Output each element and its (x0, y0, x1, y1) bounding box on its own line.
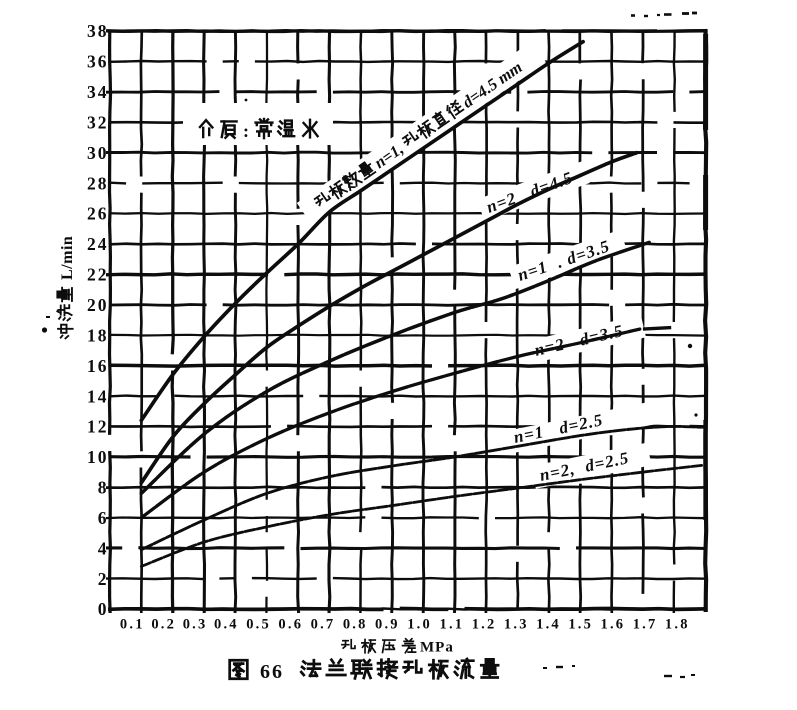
svg-text:26: 26 (87, 204, 109, 224)
svg-text:6: 6 (98, 508, 109, 528)
svg-text:1.2: 1.2 (472, 617, 497, 633)
svg-text:0.3: 0.3 (183, 617, 208, 633)
svg-text:0.7: 0.7 (311, 617, 336, 633)
svg-text:16: 16 (87, 356, 109, 376)
svg-text::: : (243, 121, 249, 141)
svg-text:32: 32 (87, 113, 109, 133)
svg-text:1.4: 1.4 (536, 617, 561, 633)
svg-text:66: 66 (260, 661, 284, 683)
svg-text:1.1: 1.1 (440, 617, 465, 633)
svg-text:0.2: 0.2 (151, 617, 176, 633)
svg-text:1.8: 1.8 (665, 617, 690, 633)
svg-text:2: 2 (98, 569, 109, 589)
svg-text:38: 38 (87, 21, 109, 41)
svg-text:24: 24 (87, 234, 109, 254)
svg-text:30: 30 (87, 143, 109, 163)
svg-text:20: 20 (87, 295, 109, 315)
svg-text:28: 28 (87, 173, 109, 193)
svg-text:4: 4 (98, 538, 109, 558)
svg-text:10: 10 (87, 447, 109, 467)
svg-text:34: 34 (87, 82, 109, 102)
svg-text:1.6: 1.6 (601, 617, 626, 633)
svg-text:0.8: 0.8 (343, 617, 368, 633)
svg-text:MPa: MPa (420, 640, 454, 656)
svg-text:18: 18 (87, 325, 109, 345)
svg-text:0.6: 0.6 (278, 617, 303, 633)
svg-text:0: 0 (98, 599, 109, 619)
svg-text:36: 36 (87, 52, 109, 72)
svg-text:22: 22 (87, 265, 109, 285)
svg-text:0.1: 0.1 (120, 617, 145, 633)
svg-text:8: 8 (98, 478, 109, 498)
svg-text:0.5: 0.5 (246, 617, 271, 633)
svg-text:1.0: 1.0 (407, 617, 432, 633)
svg-text:0.4: 0.4 (214, 617, 239, 633)
svg-text:12: 12 (87, 417, 109, 437)
svg-text:L/min: L/min (59, 236, 76, 280)
svg-text:0.9: 0.9 (375, 617, 400, 633)
svg-text:14: 14 (87, 386, 109, 406)
svg-text:1.5: 1.5 (568, 617, 593, 633)
svg-text:1.3: 1.3 (504, 617, 529, 633)
svg-text:1.7: 1.7 (633, 617, 658, 633)
